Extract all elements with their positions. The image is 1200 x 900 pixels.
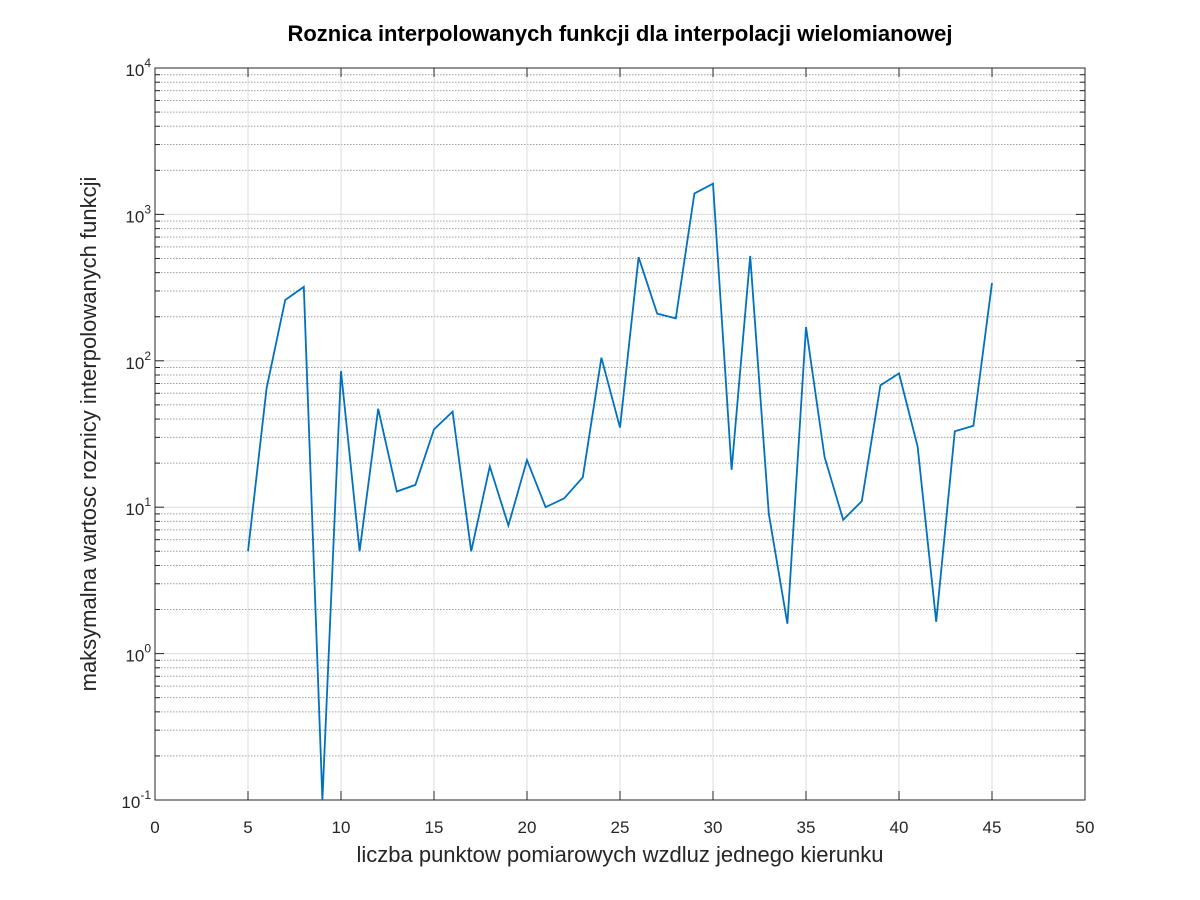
x-tick-label: 20 — [518, 818, 537, 837]
y-tick-exponent: 4 — [144, 56, 151, 70]
x-tick-label: 25 — [611, 818, 630, 837]
x-tick-label: 35 — [797, 818, 816, 837]
y-tick-base: 10 — [125, 207, 144, 226]
y-tick-exponent: 3 — [144, 202, 151, 216]
x-tick-label: 10 — [332, 818, 351, 837]
x-tick-label: 30 — [704, 818, 723, 837]
x-tick-label: 45 — [983, 818, 1002, 837]
axes-box — [154, 67, 1086, 801]
y-tick-base: 10 — [121, 793, 140, 812]
y-tick-base: 10 — [125, 647, 144, 666]
chart-title: Roznica interpolowanych funkcji dla inte… — [287, 21, 952, 46]
x-tick-label: 40 — [890, 818, 909, 837]
series-layer — [247, 182, 993, 801]
y-tick-label: 102 — [125, 349, 151, 373]
x-axis-label: liczba punktow pomiarowych wzdluz jedneg… — [356, 842, 883, 867]
y-tick-label: 10-1 — [121, 788, 151, 812]
x-tick-label: 15 — [425, 818, 444, 837]
grid — [154, 67, 1086, 801]
y-axis-label: maksymalna wartosc roznicy interpolowany… — [76, 177, 101, 692]
y-tick-label: 100 — [125, 642, 151, 666]
x-tick-labels: 0 5 10 15 20 25 30 35 40 45 50 — [150, 818, 1094, 837]
y-tick-exponent: 1 — [144, 495, 151, 509]
y-tick-base: 10 — [125, 354, 144, 373]
y-tick-label: 104 — [125, 56, 151, 80]
x-tick-label: 5 — [243, 818, 252, 837]
y-tick-label: 103 — [125, 202, 151, 226]
y-tick-base: 10 — [125, 500, 144, 519]
y-tick-exponent: 2 — [144, 349, 151, 363]
series-line — [247, 182, 993, 801]
y-tick-exponent: 0 — [144, 642, 151, 656]
y-tick-exponent: -1 — [140, 788, 151, 802]
x-tick-label: 50 — [1076, 818, 1095, 837]
y-tick-label: 101 — [125, 495, 151, 519]
x-tick-label: 0 — [150, 818, 159, 837]
y-tick-base: 10 — [125, 61, 144, 80]
